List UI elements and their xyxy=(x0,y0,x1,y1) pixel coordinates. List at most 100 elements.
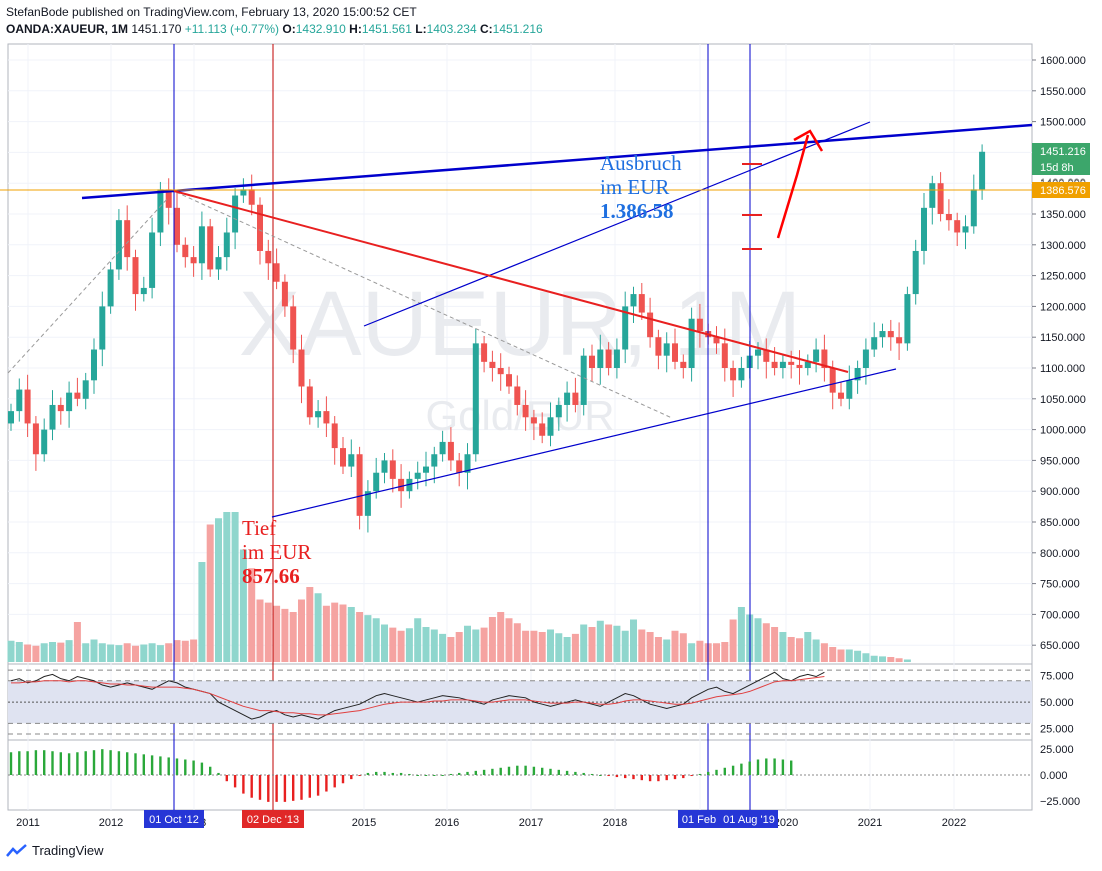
level-price-badge: 1386.576 xyxy=(1040,185,1086,197)
candle-body xyxy=(630,294,637,307)
macd-bar xyxy=(541,767,544,775)
volume-bar xyxy=(447,637,455,662)
macd-tick-label: 25.000 xyxy=(1040,744,1074,756)
volume-bar xyxy=(256,599,264,662)
candle-body xyxy=(298,349,305,387)
time-tick-label: 2017 xyxy=(519,817,543,829)
candle-body xyxy=(182,244,189,258)
time-tick-label: 2011 xyxy=(16,817,40,829)
volume-bar xyxy=(713,643,720,662)
volume-bar xyxy=(215,518,222,662)
candle-body xyxy=(730,368,737,381)
volume-bar xyxy=(90,639,98,662)
candle-body xyxy=(115,220,122,270)
date-badge: 01 Aug '19 xyxy=(723,814,775,826)
volume-bar xyxy=(621,630,629,662)
price-tick-label: 650.000 xyxy=(1040,640,1080,652)
candle-body xyxy=(389,460,396,479)
macd-bar xyxy=(159,756,162,775)
macd-bar xyxy=(283,775,287,802)
candle-body xyxy=(66,392,73,412)
macd-bar xyxy=(574,771,577,775)
macd-bar xyxy=(225,775,228,782)
volume-bar xyxy=(356,612,364,662)
candle-body xyxy=(854,368,861,381)
macd-bar xyxy=(532,766,536,775)
macd-bar xyxy=(740,763,743,775)
macd-bar xyxy=(375,771,378,775)
candle-body xyxy=(373,472,380,492)
volume-bar xyxy=(862,653,870,662)
macd-bar xyxy=(499,767,502,775)
price-tick-label: 700.000 xyxy=(1040,609,1080,621)
level-price-badge-bg xyxy=(1032,182,1090,198)
candle-body xyxy=(306,386,313,418)
candle-body xyxy=(414,472,421,479)
low-text-2: im EUR xyxy=(242,540,311,564)
candle-body xyxy=(315,411,322,418)
low-value: 1403.234 xyxy=(426,22,477,36)
candle-body xyxy=(215,257,222,270)
price-tick-label: 1350.000 xyxy=(1040,209,1086,221)
chart-header: StefanBode published on TradingView.com,… xyxy=(6,4,543,38)
breakout-arrow xyxy=(776,134,810,239)
candle-body xyxy=(481,343,488,362)
macd-bar xyxy=(67,753,71,775)
volume-bar xyxy=(281,608,289,662)
volume-bar xyxy=(903,659,911,662)
last-price-badge: 1451.216 xyxy=(1040,146,1086,158)
macd-bar xyxy=(242,775,245,794)
macd-bar xyxy=(690,775,693,777)
downtrend-line xyxy=(173,190,849,373)
volume-bar xyxy=(231,512,239,662)
macd-bar xyxy=(482,769,486,775)
macd-bar xyxy=(142,754,145,775)
volume-bar xyxy=(40,643,48,662)
date-badge: 01 Oct '12 xyxy=(149,814,199,826)
candle-body xyxy=(198,226,205,264)
macd-bar xyxy=(316,775,320,796)
candle-body xyxy=(680,361,687,368)
volume-bar xyxy=(264,602,272,662)
volume-bar xyxy=(613,625,621,662)
macd-bar xyxy=(408,773,411,775)
volume-bar xyxy=(464,625,471,662)
macd-bar xyxy=(391,772,394,775)
candle-body xyxy=(439,441,446,455)
volume-bar xyxy=(173,640,181,662)
volume-bar xyxy=(381,624,388,662)
drawings: Ausbruch im EUR 1.386.58 Tief im EUR 857… xyxy=(0,44,1033,810)
volume-bar xyxy=(522,630,530,662)
volume-bar xyxy=(771,627,779,662)
channel-lower xyxy=(271,368,897,518)
close-label: C: xyxy=(479,22,493,36)
macd-bar xyxy=(491,768,494,775)
macd-bar xyxy=(358,775,361,777)
volume-bar xyxy=(190,639,198,662)
candle-body xyxy=(804,361,811,368)
candle-body xyxy=(771,361,778,368)
macd-bar xyxy=(292,775,295,801)
candle-body xyxy=(696,318,703,332)
macd-bar xyxy=(781,759,785,775)
volume-bar xyxy=(239,549,247,662)
candle-body xyxy=(871,337,878,350)
volume-bar xyxy=(605,624,613,662)
symbol: OANDA:XAUEUR, 1M xyxy=(6,22,129,36)
rsi-series-line xyxy=(11,676,825,716)
candle-body xyxy=(265,250,272,264)
watermark: XAUEUR, 1M Gold/EUR xyxy=(239,273,801,439)
macd-bar xyxy=(599,775,602,776)
macd-bar xyxy=(366,772,370,775)
macd-bar xyxy=(59,752,62,775)
candle-body xyxy=(530,417,537,424)
volume-bar xyxy=(571,633,579,662)
volume-bar xyxy=(480,627,488,662)
volume-bar xyxy=(555,633,563,662)
candle-body xyxy=(273,263,280,282)
volume-bar xyxy=(165,643,173,662)
price-tick-label: 900.000 xyxy=(1040,486,1080,498)
volume-bar xyxy=(372,618,380,662)
volume-bar xyxy=(322,605,330,662)
